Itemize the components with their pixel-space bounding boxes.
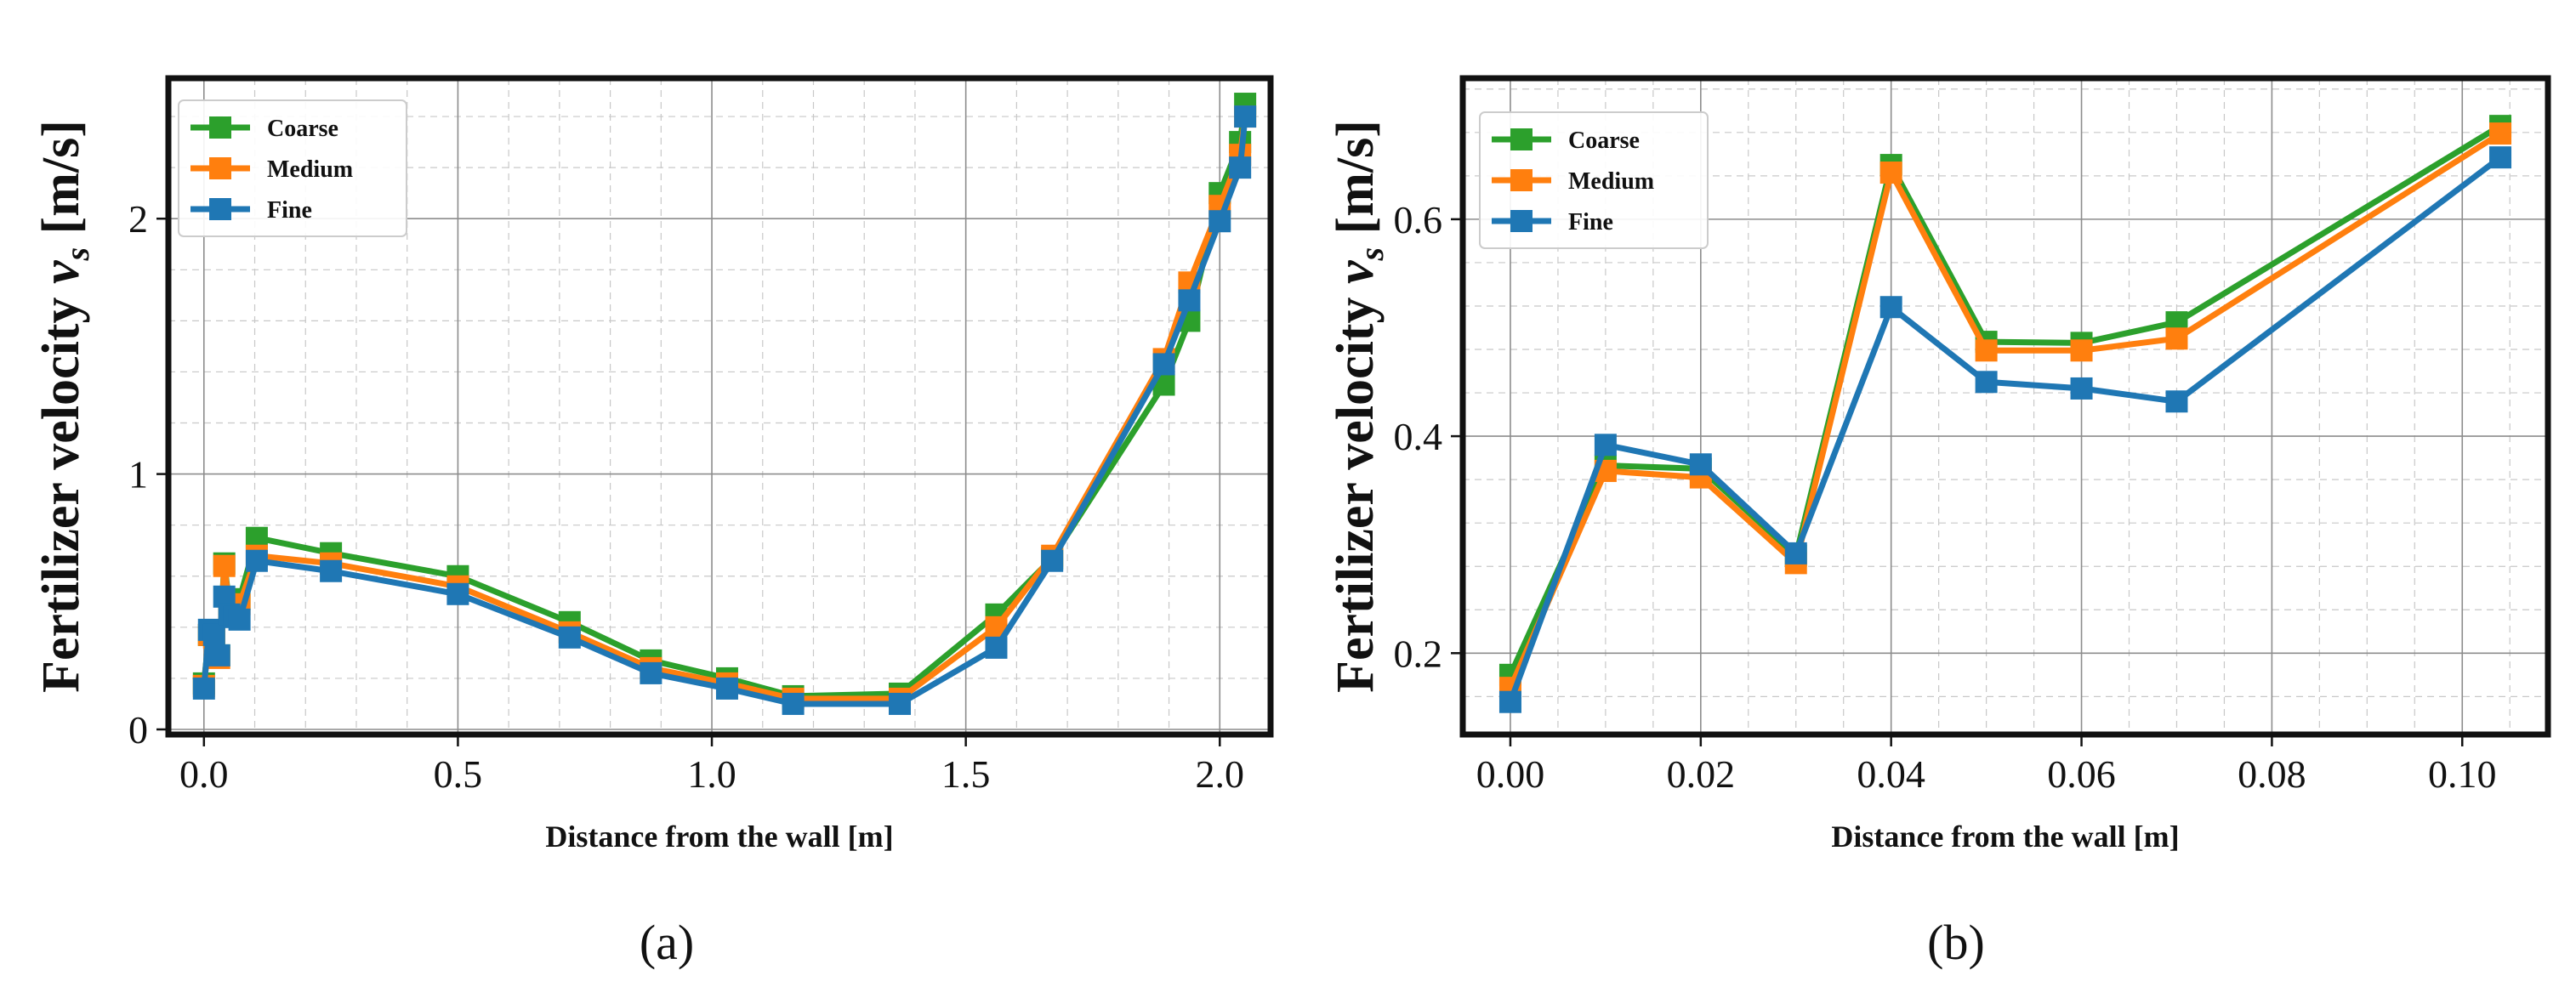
panel-b: 0.00 0.02 0.04 0.06 0.08 0.10 0.2 0.4 0.6 Distanc… [1327, 75, 2551, 970]
data-point-fine [1498, 690, 1521, 713]
data-point-fine [782, 692, 805, 715]
series-fine [192, 105, 1257, 715]
data-point-fine [1208, 210, 1231, 233]
x-tick-label: 0.0 [179, 752, 229, 796]
data-point-fine [192, 677, 215, 700]
y-axis-label-symbol: v [1327, 259, 1385, 284]
legend-label: Medium [1568, 168, 1654, 195]
y-axis-label: Fertilizer velocity vs [m/s] [32, 120, 96, 693]
data-point-fine [1879, 296, 1902, 319]
data-point-fine [202, 623, 225, 646]
data-point-fine [985, 636, 1008, 659]
legend-marker [1510, 128, 1533, 150]
y-axis-label-subscript: s [1352, 247, 1390, 262]
y-axis-label-symbol: v [32, 259, 90, 284]
data-point-fine [2070, 377, 2093, 400]
legend-entry-coarse: Coarse [190, 116, 338, 142]
legend-label: Medium [267, 156, 353, 183]
legend-label: Coarse [1568, 128, 1640, 154]
y-axis-label-main: Fertilizer velocity [32, 284, 90, 693]
legend-label: Coarse [267, 116, 338, 142]
x-axis-label: Distance from the wall [m] [1831, 820, 2179, 854]
data-point-medium [2070, 339, 2093, 362]
legend-marker [209, 157, 231, 179]
data-point-fine [1041, 549, 1064, 572]
y-tick-label: 2 [128, 197, 148, 241]
y-tick-label: 0.6 [1394, 198, 1443, 241]
data-point-medium [1879, 162, 1902, 184]
y-tick-label: 1 [128, 453, 148, 496]
x-axis-label: Distance from the wall [m] [545, 820, 893, 854]
y-tick-label: 0 [128, 708, 148, 752]
data-point-fine [2165, 390, 2188, 413]
legend: Coarse Medium Fine [178, 99, 407, 237]
data-point-fine [715, 677, 738, 700]
y-tick-label: 0.4 [1394, 415, 1443, 458]
y-axis-label-unit: [m/s] [32, 120, 90, 247]
plot-frame [165, 75, 1274, 738]
plot-frame [1459, 75, 2551, 738]
x-tick-label: 0.02 [1667, 752, 1736, 796]
data-point-fine [640, 661, 662, 684]
y-tick-label: 0.2 [1394, 632, 1443, 675]
series-fine [1498, 146, 2512, 713]
legend-entry-coarse: Coarse [1492, 128, 1640, 154]
data-point-medium [1975, 339, 1998, 362]
data-point-fine [1234, 105, 1257, 128]
legend-entry-fine: Fine [1492, 209, 1613, 235]
legend-label: Fine [1568, 209, 1613, 235]
data-point-fine [1178, 289, 1201, 312]
x-tick-label: 0.5 [434, 752, 483, 796]
x-tick-label: 0.00 [1476, 752, 1545, 796]
legend-box [1479, 111, 1709, 249]
data-point-fine [208, 644, 230, 667]
legend-entry-medium: Medium [1492, 168, 1654, 195]
legend-entry-medium: Medium [190, 156, 353, 183]
x-tick-label: 0.08 [2238, 752, 2306, 796]
x-tick-label: 2.0 [1196, 752, 1245, 796]
data-point-fine [889, 692, 912, 715]
data-point-medium [2165, 327, 2188, 350]
data-point-fine [245, 549, 268, 572]
legend: Coarse Medium Fine [1479, 111, 1709, 249]
x-tick-label: 1.0 [687, 752, 736, 796]
y-axis-label-main: Fertilizer velocity [1327, 284, 1385, 693]
data-point-fine [1152, 353, 1175, 376]
x-tick-label: 0.06 [2047, 752, 2116, 796]
panel-label: (a) [640, 915, 694, 970]
x-tick-label: 1.5 [941, 752, 991, 796]
data-point-fine [228, 608, 251, 631]
data-point-fine [2489, 146, 2512, 169]
data-point-fine [1975, 371, 1998, 394]
legend-marker [209, 198, 231, 220]
data-point-medium [213, 554, 236, 577]
legend-marker [1510, 210, 1533, 232]
y-axis-label: Fertilizer velocity vs [m/s] [1327, 120, 1390, 693]
legend-box [178, 99, 407, 237]
legend-marker [1510, 169, 1533, 191]
data-point-fine [1594, 434, 1617, 457]
panel-label: (b) [1927, 915, 1985, 970]
data-point-fine [320, 559, 343, 582]
x-tick-label: 0.04 [1857, 752, 1925, 796]
legend-label: Fine [267, 197, 312, 224]
data-point-fine [1689, 453, 1712, 476]
x-tick-label: 0.10 [2428, 752, 2497, 796]
y-axis-label-subscript: s [58, 247, 96, 262]
data-point-medium [2489, 122, 2512, 145]
panel-a: 0.0 0.5 1.0 1.5 2.0 0 1 2 Distance from the wall… [32, 75, 1274, 970]
legend-marker [209, 116, 231, 139]
data-point-fine [558, 626, 581, 649]
data-point-fine [446, 582, 469, 605]
y-axis-label-unit: [m/s] [1327, 120, 1385, 247]
data-point-fine [1229, 156, 1252, 179]
data-point-fine [1784, 542, 1807, 564]
legend-entry-fine: Fine [190, 197, 312, 224]
